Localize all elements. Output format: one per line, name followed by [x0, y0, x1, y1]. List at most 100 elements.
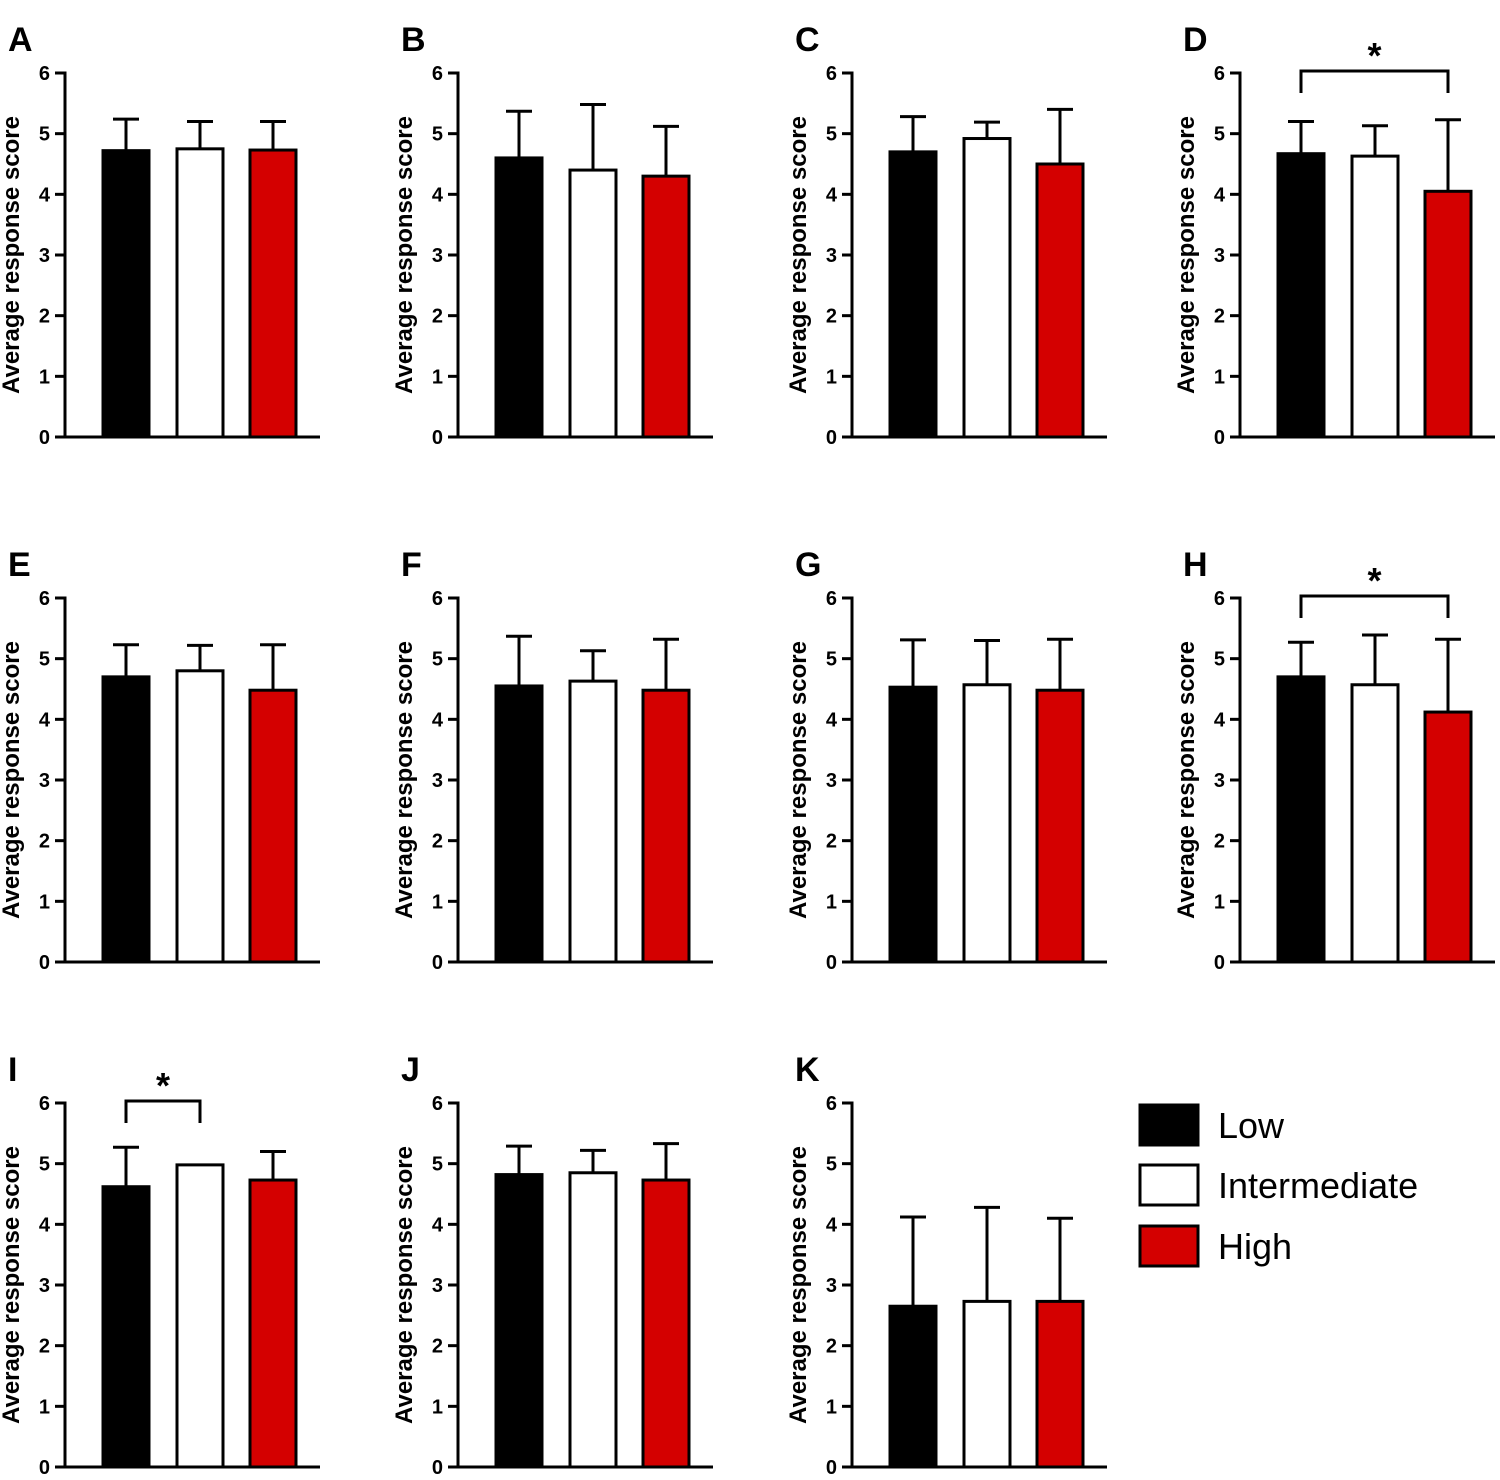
y-tick-label: 1: [39, 366, 50, 388]
y-axis-label: Average response score: [1173, 116, 1200, 394]
y-tick-label: 3: [826, 770, 837, 792]
y-tick-label: 1: [1214, 366, 1225, 388]
y-tick-label: 6: [39, 63, 50, 85]
y-tick-label: 3: [826, 245, 837, 267]
y-tick-label: 1: [432, 366, 443, 388]
bar-low: [101, 675, 151, 964]
bar-low: [494, 156, 544, 439]
y-tick-label: 6: [432, 588, 443, 610]
y-tick-label: 5: [39, 124, 50, 146]
bar-high: [1423, 710, 1473, 964]
y-tick-label: 5: [1214, 124, 1225, 146]
y-axis-label: Average response score: [785, 1146, 812, 1424]
significance-bracket: [124, 1099, 202, 1123]
panel-letter: A: [8, 21, 33, 59]
legend: Low Intermediate High: [1138, 1103, 1418, 1268]
y-tick-label: 0: [826, 427, 837, 449]
y-tick-label: 3: [432, 1275, 443, 1297]
bar-intermediate: [962, 137, 1012, 439]
y-tick-label: 6: [1214, 63, 1225, 85]
y-tick-label: 5: [39, 1154, 50, 1176]
y-tick-label: 4: [432, 184, 444, 206]
bar-low: [888, 685, 938, 964]
y-tick-label: 0: [39, 427, 50, 449]
y-tick-label: 0: [39, 1457, 50, 1479]
y-tick-label: 4: [39, 1214, 51, 1236]
y-axis-label: Average response score: [391, 641, 418, 919]
bar-high: [248, 1178, 298, 1469]
y-tick-label: 4: [826, 184, 838, 206]
y-tick-label: 6: [432, 63, 443, 85]
panel-g: G Average response score 0 1 2 3 4 5 6: [785, 546, 1107, 974]
panel-a: A Average response score 0 1 2 3 4 5 6: [0, 21, 320, 449]
bar-intermediate: [568, 1171, 618, 1469]
y-tick-label: 1: [1214, 891, 1225, 913]
y-tick-label: 0: [432, 952, 443, 974]
y-tick-label: 2: [432, 306, 443, 328]
y-tick-label: 4: [1214, 709, 1226, 731]
legend-label-intermediate: Intermediate: [1218, 1165, 1418, 1206]
bar-low: [1276, 675, 1326, 964]
legend-label-high: High: [1218, 1226, 1292, 1267]
panel-i: I Average response score 0 1 2 3 4 5 6 *: [0, 1051, 320, 1479]
y-tick-label: 4: [39, 184, 51, 206]
y-tick-label: 0: [39, 952, 50, 974]
y-tick-label: 4: [432, 1214, 444, 1236]
y-tick-label: 3: [432, 245, 443, 267]
y-tick-label: 0: [826, 952, 837, 974]
bar-high: [248, 148, 298, 439]
bar-intermediate: [568, 679, 618, 964]
y-tick-label: 2: [826, 306, 837, 328]
y-tick-label: 4: [1214, 184, 1226, 206]
y-tick-label: 1: [432, 1396, 443, 1418]
y-tick-label: 6: [826, 63, 837, 85]
y-tick-label: 6: [432, 1093, 443, 1115]
panel-f: F Average response score 0 1 2 3 4 5 6: [391, 546, 713, 974]
panel-d: D Average response score 0 1 2 3 4 5 6 *: [1173, 21, 1495, 449]
legend-swatch-intermediate: [1138, 1163, 1200, 1207]
y-tick-label: 1: [826, 891, 837, 913]
bar-high: [641, 688, 691, 964]
legend-label-low: Low: [1218, 1105, 1285, 1146]
bar-intermediate: [175, 1163, 225, 1469]
y-tick-label: 3: [826, 1275, 837, 1297]
bar-intermediate: [175, 147, 225, 439]
y-tick-label: 4: [826, 1214, 838, 1236]
bar-high: [248, 688, 298, 964]
significance-marker: *: [1367, 35, 1381, 76]
y-axis-label: Average response score: [391, 116, 418, 394]
y-tick-label: 3: [39, 1275, 50, 1297]
y-tick-label: 5: [432, 649, 443, 671]
y-tick-label: 2: [39, 1336, 50, 1358]
bar-intermediate: [175, 669, 225, 964]
y-tick-label: 0: [1214, 952, 1225, 974]
significance-marker: *: [156, 1065, 170, 1106]
y-tick-label: 6: [826, 1093, 837, 1115]
y-tick-label: 6: [826, 588, 837, 610]
y-tick-label: 3: [432, 770, 443, 792]
y-tick-label: 2: [432, 1336, 443, 1358]
y-tick-label: 2: [826, 831, 837, 853]
y-tick-label: 5: [432, 124, 443, 146]
panel-letter: K: [795, 1051, 820, 1089]
significance-marker: *: [1367, 560, 1381, 601]
bar-low: [101, 1185, 151, 1469]
panel-letter: C: [795, 21, 820, 59]
panel-letter: D: [1183, 21, 1208, 59]
y-tick-label: 4: [432, 709, 444, 731]
y-tick-label: 1: [432, 891, 443, 913]
y-tick-label: 3: [1214, 770, 1225, 792]
y-tick-label: 0: [432, 1457, 443, 1479]
bar-high: [1423, 189, 1473, 439]
bar-high: [641, 174, 691, 439]
y-tick-label: 1: [39, 891, 50, 913]
y-tick-label: 5: [826, 649, 837, 671]
y-tick-label: 5: [826, 124, 837, 146]
panel-letter: E: [8, 546, 31, 584]
y-tick-label: 2: [432, 831, 443, 853]
y-tick-label: 1: [826, 366, 837, 388]
bar-intermediate: [568, 168, 618, 439]
y-tick-label: 1: [826, 1396, 837, 1418]
y-tick-label: 2: [1214, 831, 1225, 853]
